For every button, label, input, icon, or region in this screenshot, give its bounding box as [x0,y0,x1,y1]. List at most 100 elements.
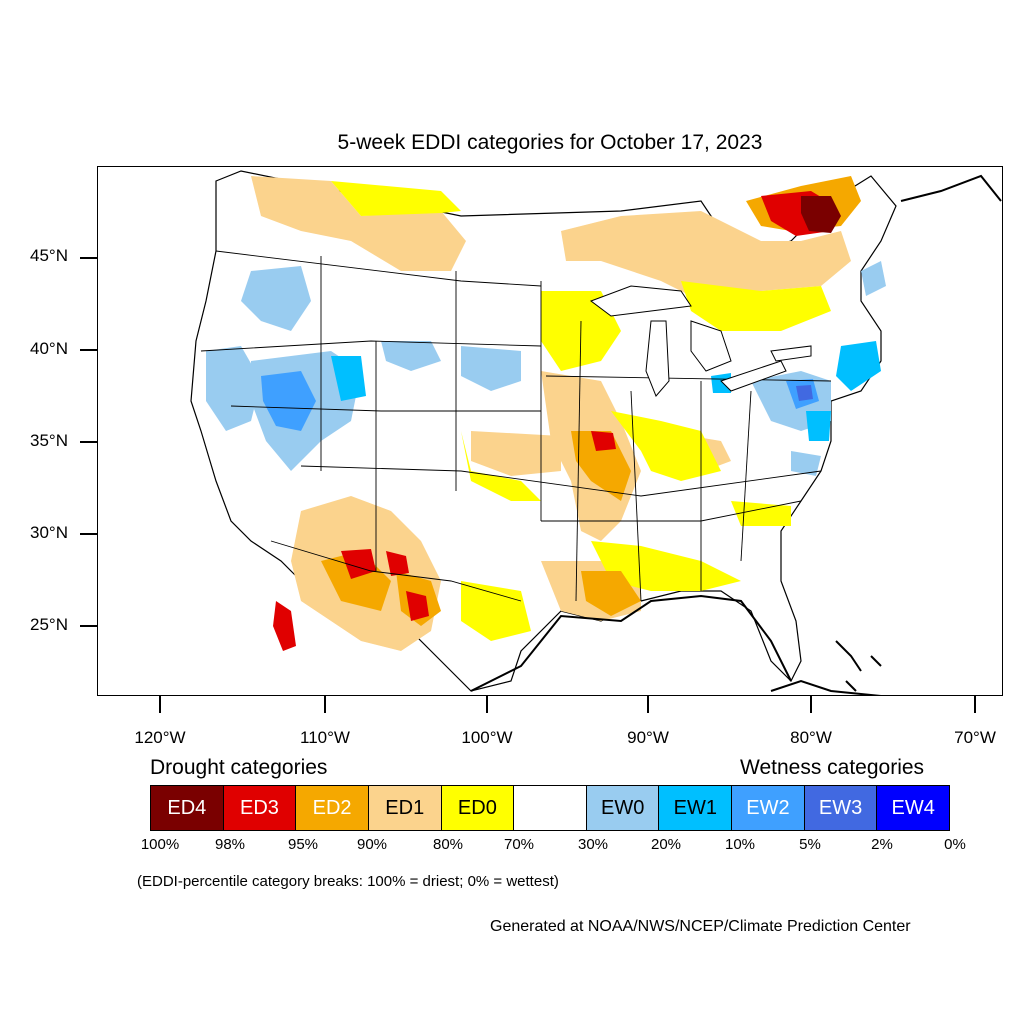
legend-label: ED3 [240,796,279,819]
map-title: 5-week EDDI categories for October 17, 2… [337,131,763,154]
state-line [740,390,752,562]
lake-superior [589,285,692,317]
gulf-coast [470,594,792,692]
patch-ew0 [206,346,261,431]
patch-ew0 [461,346,521,391]
patch-ed1 [251,176,466,271]
patch-ew0 [861,261,886,296]
lon-tick [324,696,326,713]
legend-ew3: EW3 [804,786,878,830]
break-label: 30% [577,836,609,853]
legend-label: EW1 [673,796,717,819]
lon-tick [159,696,161,713]
legend-ew4: EW4 [877,786,950,830]
patch-ew1 [331,356,366,401]
lon-tick [647,696,649,713]
category-legend: ED4 ED3 ED2 ED1 ED0 EW0 EW1 EW2 EW3 EW4 [150,785,950,831]
eddi-map [97,166,1003,696]
state-line [545,375,832,382]
cuba-coast [770,679,882,695]
patch-ew1 [806,411,831,441]
patch-ed0 [611,411,721,481]
patch-ed1 [471,431,561,476]
break-label: 95% [287,836,319,853]
legend-label: EW3 [818,796,863,819]
lat-label-45: 45°N [30,246,68,265]
credit-line: Generated at NOAA/NWS/NCEP/Climate Predi… [490,918,911,935]
lon-label-120: 120°W [134,728,186,747]
lon-label-100: 100°W [461,728,513,747]
lat-label-35: 35°N [30,431,68,450]
legend-label: ED4 [167,796,207,819]
patch-ew0 [241,266,311,331]
patch-ed0 [731,501,791,526]
legend-ew1: EW1 [659,786,733,830]
bahamas [835,640,882,692]
legend-label: EW2 [746,796,790,819]
lat-tick [80,349,97,351]
lake-ontario [770,345,812,362]
category-note: (EDDI-percentile category breaks: 100% =… [137,873,559,890]
great-lakes [589,285,812,397]
patch-ed3 [273,601,296,651]
break-label: 80% [432,836,464,853]
break-label: 2% [871,836,893,853]
lon-label-90: 90°W [627,728,669,747]
lon-label-70: 70°W [954,728,996,747]
map-canvas [190,170,1002,695]
state-line [215,250,542,287]
break-label: 0% [944,836,966,853]
legend-ew2: EW2 [732,786,805,830]
break-label: 100% [140,836,180,853]
lat-tick [80,257,97,259]
lake-erie [720,360,787,392]
lat-label-25: 25°N [30,615,68,634]
patch-ed3 [591,431,616,451]
patch-ed4 [801,196,841,233]
patch-ed3 [386,551,409,576]
legend-label: ED2 [312,796,352,819]
patch-ed1 [561,211,851,301]
patch-ed3 [341,549,376,579]
break-label: 20% [650,836,682,853]
canada-coast [900,174,1002,202]
lake-huron [690,320,732,372]
state-line [270,540,522,602]
break-label: 90% [356,836,388,853]
lat-tick [80,625,97,627]
wetness-heading: Wetness categories [740,756,925,779]
legend-label: ED0 [457,796,497,819]
legend-label: ED1 [385,796,425,819]
lat-tick [80,533,97,535]
legend-neutral [514,786,587,830]
break-label: 5% [799,836,821,853]
legend-ed4: ED4 [151,786,224,830]
state-line [200,340,542,352]
state-line [575,320,582,602]
legend-ed0: ED0 [441,786,515,830]
patch-ed0 [461,431,541,501]
coast-fragments [470,174,1002,695]
state-line [300,465,822,497]
patch-ed0 [591,541,741,591]
lat-tick [80,441,97,443]
legend-ed2: ED2 [296,786,369,830]
legend-ed1: ED1 [368,786,442,830]
lon-tick [486,696,488,713]
patch-ed0 [331,181,461,216]
state-line [230,405,541,412]
patch-ew0 [791,451,821,476]
patch-ew0 [381,341,441,371]
patch-ew2 [261,371,316,431]
patch-ew1 [836,341,881,391]
legend-ed3: ED3 [223,786,297,830]
patch-ed0 [681,281,831,331]
state-line [630,390,642,602]
legend-label: EW0 [600,796,645,819]
break-label: 10% [724,836,756,853]
patch-ed0 [461,581,531,641]
patch-ed2 [581,571,641,616]
patch-ew3 [796,385,813,401]
legend-ew0: EW0 [586,786,660,830]
patch-ed2 [571,431,631,501]
